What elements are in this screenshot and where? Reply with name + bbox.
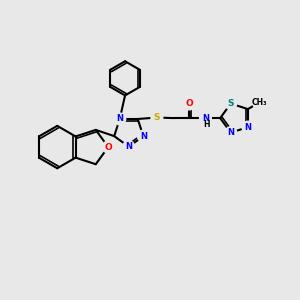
Text: N: N [227, 128, 234, 137]
Text: H: H [204, 120, 210, 129]
Circle shape [114, 113, 126, 125]
Text: N: N [244, 123, 251, 132]
Text: N: N [125, 142, 132, 151]
Text: CH₃: CH₃ [251, 98, 267, 107]
Circle shape [183, 98, 195, 110]
Text: N: N [116, 115, 123, 124]
Circle shape [137, 130, 149, 142]
Text: O: O [104, 142, 112, 152]
Circle shape [102, 141, 114, 153]
Circle shape [200, 112, 211, 124]
Circle shape [123, 141, 135, 153]
Text: O: O [185, 100, 193, 109]
Circle shape [225, 127, 237, 139]
Circle shape [151, 112, 163, 123]
Text: S: S [227, 99, 234, 108]
Circle shape [242, 121, 254, 133]
Text: N: N [202, 114, 209, 123]
Circle shape [225, 98, 237, 109]
Text: S: S [154, 113, 160, 122]
Text: N: N [140, 132, 147, 141]
Circle shape [253, 96, 266, 109]
